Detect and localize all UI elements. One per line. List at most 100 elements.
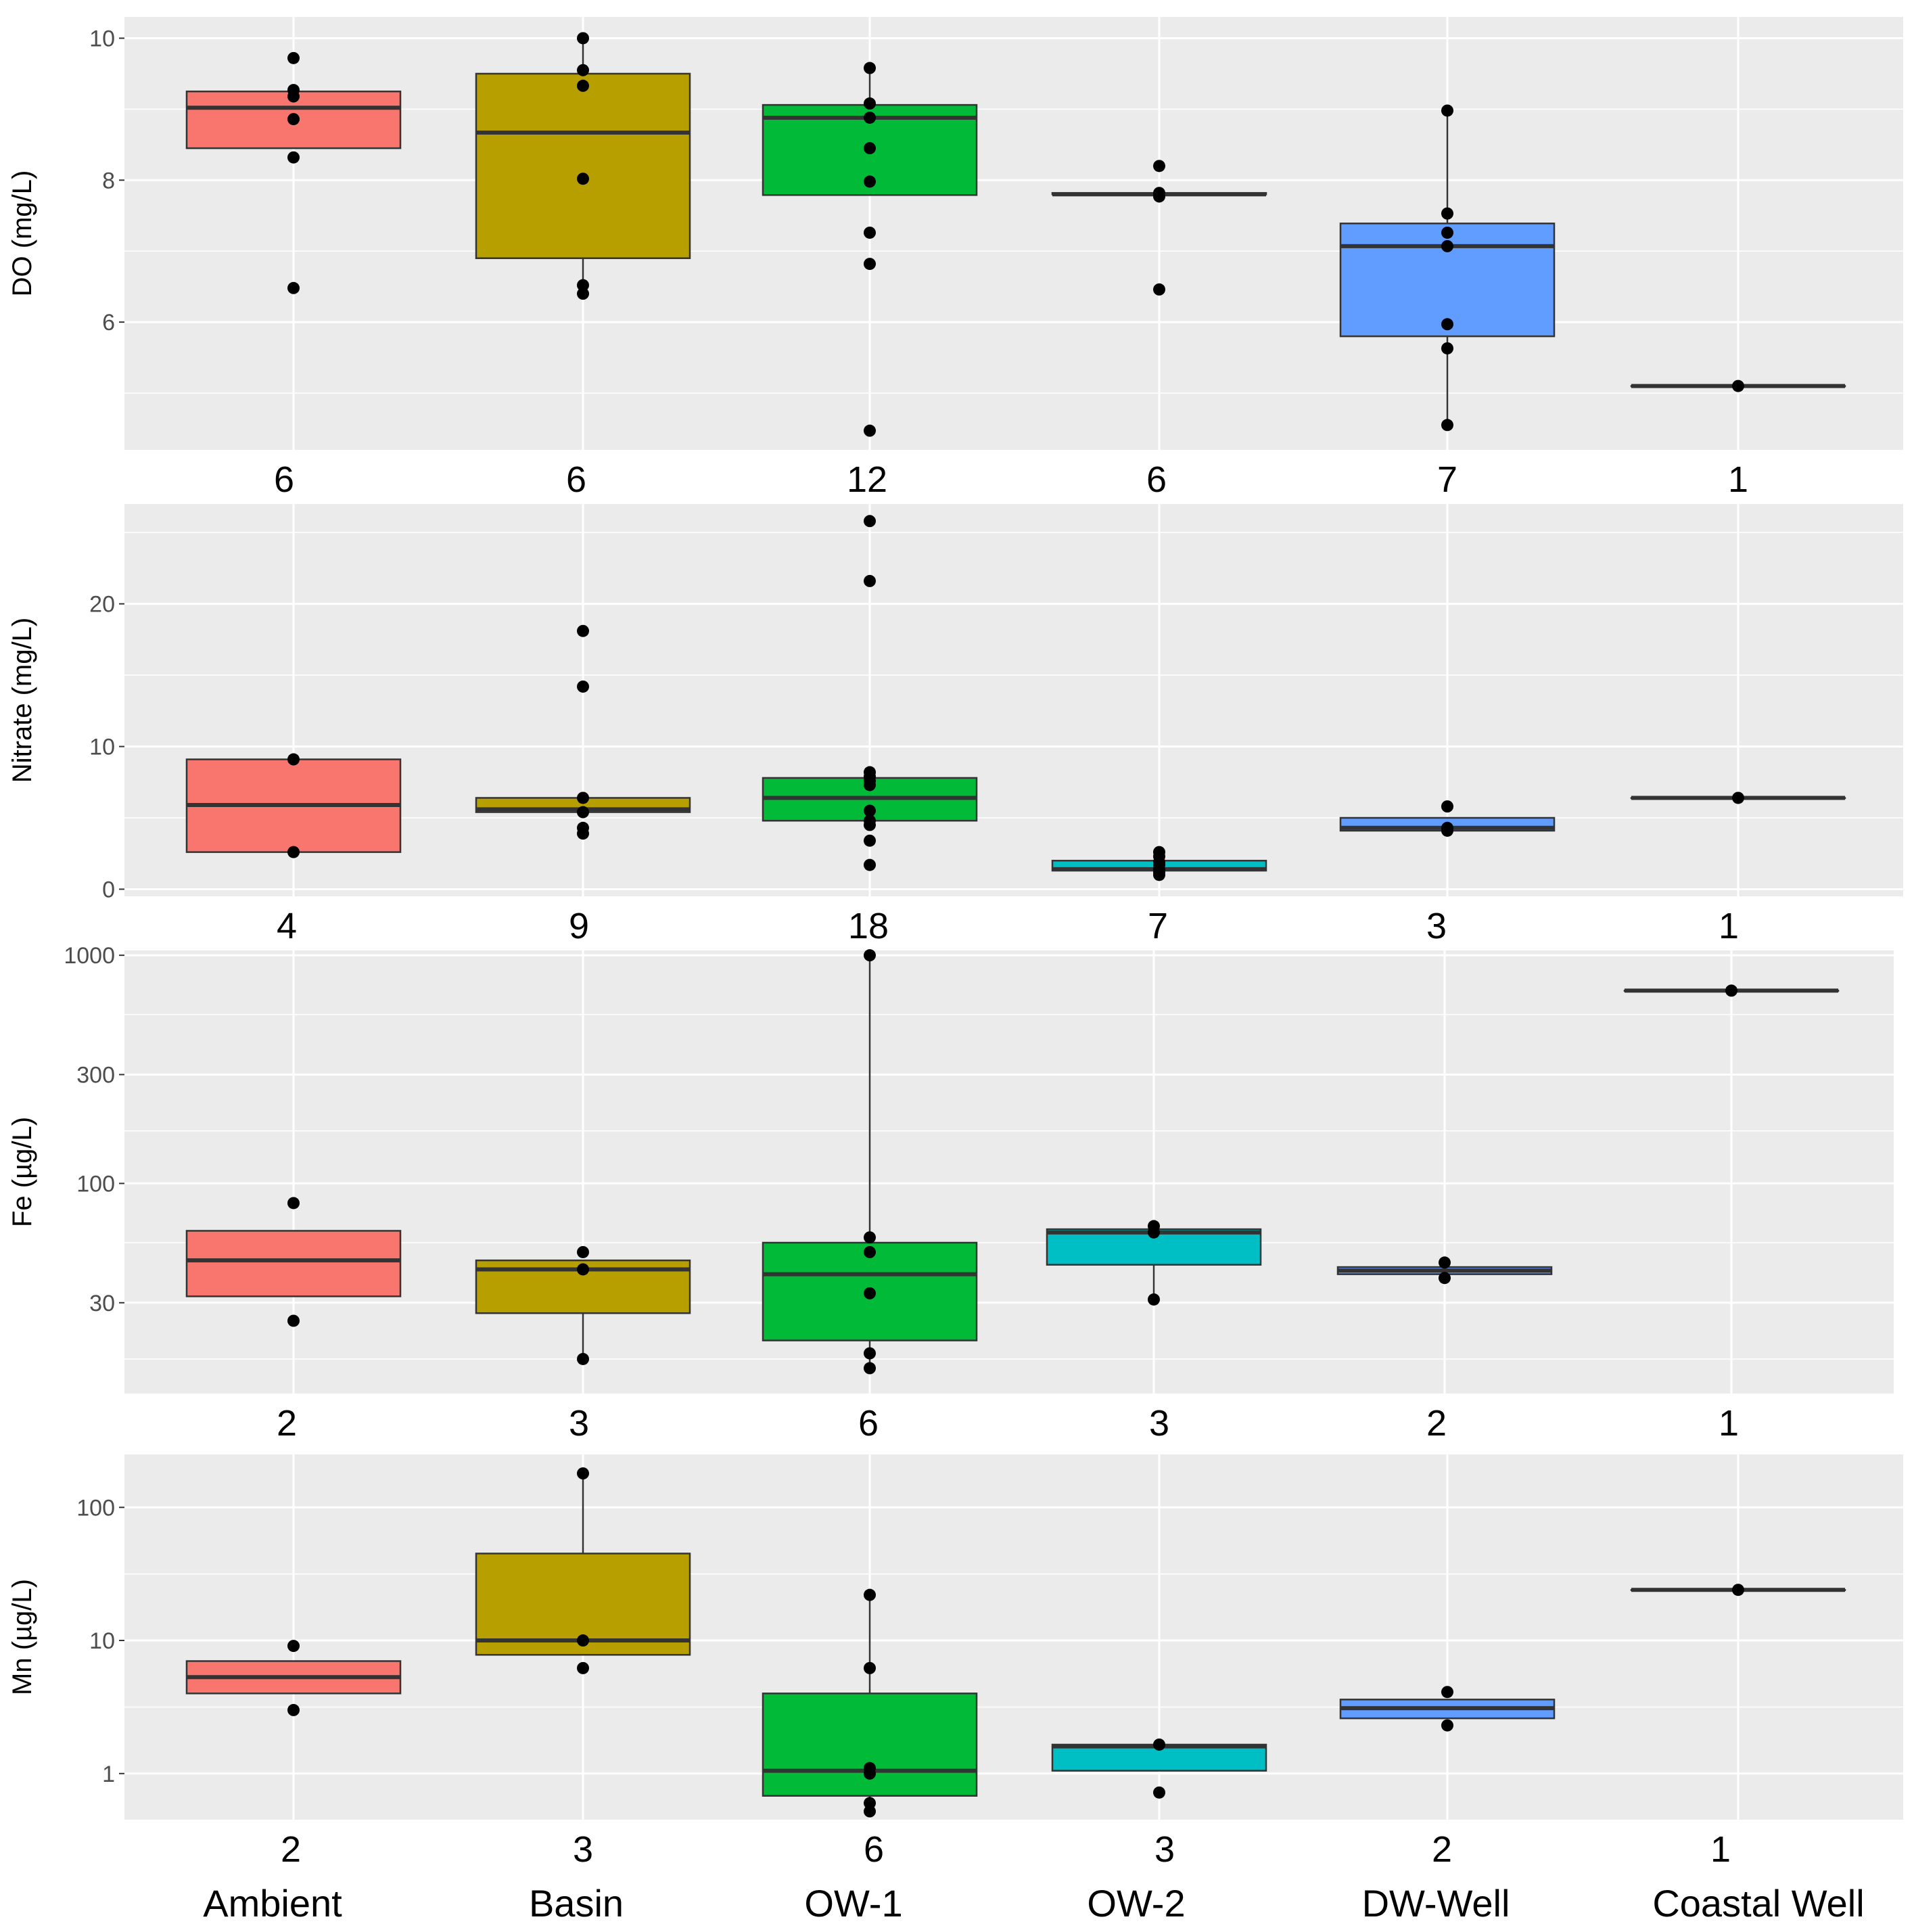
data-point: [1439, 1256, 1451, 1269]
data-point: [577, 1634, 589, 1647]
sample-count-label: 18: [848, 906, 889, 946]
y-tick-label: 10: [89, 735, 115, 760]
sample-count-label: 3: [573, 1829, 593, 1870]
y-tick-label: 1000: [64, 943, 115, 969]
data-point: [1148, 1293, 1160, 1306]
data-point: [287, 753, 300, 766]
data-point: [287, 1314, 300, 1327]
y-tick-label: 0: [102, 877, 115, 902]
data-point: [864, 1362, 876, 1375]
data-point: [1441, 239, 1453, 252]
y-tick-label: 10: [89, 1628, 115, 1654]
data-point: [864, 142, 876, 155]
data-point: [864, 1245, 876, 1258]
data-point: [864, 1661, 876, 1674]
data-point: [864, 97, 876, 110]
x-category-ow-1: OW-1: [804, 1882, 902, 1925]
data-point: [577, 806, 589, 819]
data-point: [864, 1287, 876, 1300]
data-point: [287, 1640, 300, 1653]
y-tick-label: 300: [76, 1063, 115, 1088]
box-ow-1: [762, 949, 978, 1375]
data-point: [864, 1231, 876, 1244]
box-ow-2: [1051, 160, 1267, 296]
box-iqr: [475, 72, 691, 259]
data-point: [1441, 1719, 1453, 1732]
box-coastal-well: [1630, 1584, 1846, 1596]
data-point: [1441, 800, 1453, 813]
data-point: [864, 226, 876, 239]
panel-nitrate: 0 10 20 Nitrate (mg/L) 4 9 18 7 3 1: [7, 504, 1903, 946]
y-axis-title: Mn (µg/L): [7, 1579, 37, 1695]
y-axis-title: Nitrate (mg/L): [7, 618, 37, 783]
y-tick-label: 1: [102, 1762, 115, 1787]
data-point: [1153, 1786, 1165, 1799]
box-iqr: [762, 1693, 978, 1797]
data-point: [577, 1352, 589, 1365]
sample-count-label: 1: [1719, 906, 1739, 946]
data-point: [864, 1805, 876, 1818]
box-basin: [475, 1245, 691, 1365]
x-category-dw-well: DW-Well: [1362, 1882, 1510, 1925]
box-ow-2: [1051, 1738, 1267, 1799]
sample-count-label: 2: [277, 1403, 297, 1444]
sample-count-label: 2: [1432, 1829, 1452, 1870]
x-category-coastal-well: Coastal Well: [1652, 1882, 1864, 1925]
data-point: [864, 819, 876, 831]
data-point: [577, 827, 589, 840]
data-point: [864, 834, 876, 847]
data-point: [864, 175, 876, 188]
data-point: [287, 1703, 300, 1716]
data-point: [864, 1588, 876, 1601]
box-ow-2: [1051, 846, 1267, 881]
sample-count-label: 6: [566, 459, 586, 500]
y-tick-label: 100: [76, 1171, 115, 1197]
data-point: [1732, 1584, 1744, 1596]
panel-do: 6 8 10 DO (mg/L) 6 6 12 6 7 1: [7, 17, 1903, 500]
data-point: [577, 1245, 589, 1258]
y-tick-label: 8: [102, 168, 115, 193]
data-point: [1441, 207, 1453, 220]
data-point: [864, 258, 876, 271]
sample-count-label: 6: [864, 1829, 884, 1870]
data-point: [864, 1347, 876, 1360]
data-point: [864, 1767, 876, 1780]
y-tick-label: 100: [76, 1495, 115, 1521]
sample-count-label: 1: [1719, 1403, 1739, 1444]
data-point: [864, 779, 876, 791]
box-dw-well: [1339, 1686, 1556, 1732]
sample-count-label: 3: [1154, 1829, 1175, 1870]
sample-count-label: 6: [858, 1403, 879, 1444]
sample-count-label: 1: [1710, 1829, 1731, 1870]
data-point: [1441, 104, 1453, 117]
data-point: [577, 79, 589, 92]
panel-mn: 1 10 100 Mn (µg/L) 2 3 6 3 2 1: [7, 1454, 1903, 1870]
data-point: [864, 62, 876, 74]
y-tick-label: 6: [102, 310, 115, 336]
data-point: [1153, 190, 1165, 203]
data-point: [864, 574, 876, 587]
sample-count-label: 2: [1426, 1403, 1447, 1444]
data-point: [577, 791, 589, 804]
x-category-ow-2: OW-2: [1087, 1882, 1185, 1925]
sample-count-label: 3: [1426, 906, 1447, 946]
box-dw-well: [1339, 104, 1556, 432]
data-point: [1732, 791, 1744, 804]
box-ow-1: [762, 515, 978, 871]
data-point: [287, 51, 300, 64]
sample-count-label: 12: [847, 459, 887, 500]
box-ow-1: [762, 1588, 978, 1818]
data-point: [864, 949, 876, 962]
sample-count-label: 1: [1728, 459, 1748, 500]
data-point: [287, 846, 300, 858]
sample-count-label: 6: [1146, 459, 1167, 500]
data-point: [1441, 342, 1453, 354]
data-point: [577, 32, 589, 45]
box-ambient: [185, 51, 402, 294]
panel-background: [124, 17, 1903, 450]
data-point: [864, 424, 876, 437]
box-iqr: [185, 1230, 402, 1297]
box-coastal-well: [1630, 791, 1846, 804]
box-coastal-well: [1630, 380, 1846, 392]
panel-background: [124, 950, 1894, 1394]
